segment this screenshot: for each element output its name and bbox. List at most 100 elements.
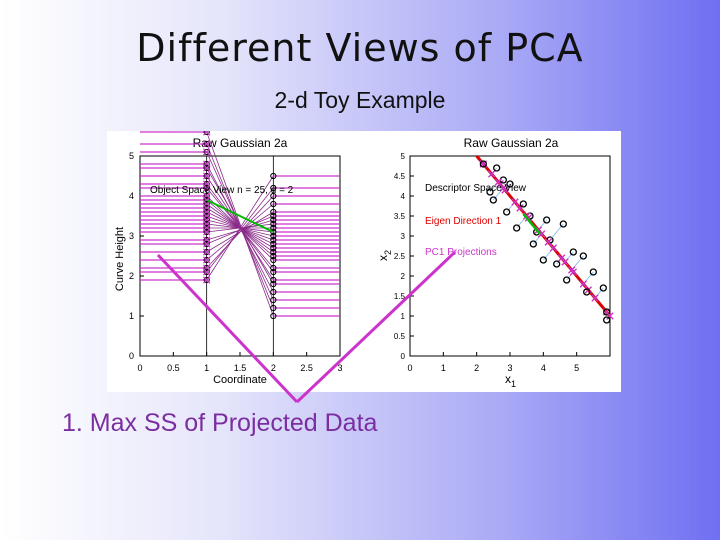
curve-point xyxy=(270,240,277,248)
data-point xyxy=(539,256,547,264)
left-x-tick-label: 0 xyxy=(137,363,142,373)
data-point xyxy=(506,180,514,188)
right-y-tick-label: 0 xyxy=(401,352,406,361)
slide-title: Different Views of PCA xyxy=(136,26,584,70)
curve-point xyxy=(203,172,210,180)
curve-point xyxy=(203,192,210,200)
data-point xyxy=(519,200,527,208)
pc1-projection-marker xyxy=(591,294,599,302)
pc1-projection-marker xyxy=(606,312,614,320)
data-point xyxy=(589,268,597,276)
right-x-tick-label: 4 xyxy=(541,363,546,373)
curve-point xyxy=(203,140,210,148)
data-point xyxy=(583,288,591,296)
data-point xyxy=(489,196,497,204)
descriptor-space-panel: Raw Gaussian 2a 0 1 2 3 4 5 0 0.5 1 1.5 2 2.5 3 3.5 4 4… xyxy=(376,136,614,389)
pc1-projection-marker xyxy=(494,178,503,186)
left-x-tick-label: 3 xyxy=(337,363,342,373)
right-x-tick-label: 0 xyxy=(407,363,412,373)
curve-point xyxy=(270,172,277,180)
pc1-projection-marker xyxy=(557,254,566,262)
left-y-tick-label: 0 xyxy=(129,351,134,361)
right-x-tick-label: 5 xyxy=(574,363,579,373)
curve-point xyxy=(270,228,277,236)
right-annotation-descriptor: Descriptor Space View xyxy=(425,183,527,194)
curve-point xyxy=(203,164,210,172)
curve-point xyxy=(203,228,210,236)
projection-marker xyxy=(203,148,211,156)
pc1-object-line xyxy=(206,199,274,233)
curve-point xyxy=(203,204,210,212)
curve-line xyxy=(206,195,274,269)
left-x-axis-label: Coordinate xyxy=(213,374,267,386)
projection-marker xyxy=(203,164,211,172)
right-x-tick-label: 2 xyxy=(474,363,479,373)
projection-marker xyxy=(203,184,211,192)
right-x-axis-label: x1 xyxy=(505,372,516,389)
curve-point xyxy=(203,212,210,220)
curve-point xyxy=(203,224,210,232)
curve-point xyxy=(203,240,210,248)
pc1-projection-marker xyxy=(516,204,524,212)
right-y-tick-label: 2.5 xyxy=(394,252,406,261)
data-point xyxy=(529,240,537,248)
curve-point xyxy=(270,236,277,244)
curve-point xyxy=(270,216,277,224)
curve-point xyxy=(203,216,210,224)
left-annotation: Object Space View n = 25, d = 2 xyxy=(150,185,294,196)
right-y-tick-label: 1 xyxy=(401,312,406,321)
right-x-tick-label: 3 xyxy=(507,363,512,373)
right-y-tick-label: 5 xyxy=(401,152,406,161)
curve-point xyxy=(203,180,210,188)
projection-marker xyxy=(203,172,211,180)
pc1-projection-marker xyxy=(501,186,509,194)
left-y-tick-label: 3 xyxy=(129,231,134,241)
pc1-projection-marker xyxy=(511,198,519,206)
data-point xyxy=(479,160,487,168)
left-y-tick-label: 2 xyxy=(129,271,134,281)
right-x-tick-label: 1 xyxy=(441,363,446,373)
bullet-max-ss: 1. Max SS of Projected Data xyxy=(62,409,378,437)
data-point xyxy=(579,252,587,260)
data-point xyxy=(513,224,521,232)
pca-figure: Raw Gaussian 2a 0 0.5 1 1.5 2 2.5 3 0 1 2 3 4 5 Obje… xyxy=(107,128,621,392)
right-annotation-eigen: Eigen Direction 1 xyxy=(425,216,502,227)
curve-point xyxy=(270,232,277,240)
curve-point xyxy=(270,192,277,200)
left-y-tick-label: 1 xyxy=(129,311,134,321)
left-x-tick-label: 0.5 xyxy=(167,363,180,373)
left-x-tick-label: 1.5 xyxy=(234,363,247,373)
curve-point xyxy=(203,220,210,228)
pc1-projection-marker xyxy=(569,268,578,276)
data-point xyxy=(559,220,567,228)
left-panel-title: Raw Gaussian 2a xyxy=(193,136,288,150)
data-point xyxy=(569,248,577,256)
projection-marker xyxy=(203,228,211,236)
pc1-projection-marker xyxy=(544,238,553,246)
curve-point xyxy=(270,244,277,252)
object-space-panel: Raw Gaussian 2a 0 0.5 1 1.5 2 2.5 3 0 1 2 3 4 5 Obje… xyxy=(114,128,343,386)
left-x-tick-label: 1 xyxy=(204,363,209,373)
right-y-tick-label: 1.5 xyxy=(394,292,406,301)
data-point xyxy=(493,164,501,172)
pc1-projection-marker xyxy=(487,170,496,178)
data-point xyxy=(503,208,511,216)
curve-point xyxy=(270,224,277,232)
left-y-axis-label: Curve Height xyxy=(114,227,126,291)
left-x-tick-label: 2.5 xyxy=(300,363,313,373)
right-y-tick-label: 3.5 xyxy=(394,212,406,221)
right-panel-title: Raw Gaussian 2a xyxy=(464,136,559,150)
curve-point xyxy=(203,208,210,216)
data-point xyxy=(543,216,551,224)
projection-marker xyxy=(203,240,211,248)
right-y-tick-label: 2 xyxy=(401,272,406,281)
left-y-tick-label: 4 xyxy=(129,191,134,201)
left-x-tick-label: 2 xyxy=(271,363,276,373)
pc1-center-segment xyxy=(522,213,541,235)
curve-point xyxy=(203,148,210,156)
curve-point xyxy=(203,160,210,168)
right-y-axis-label: x2 xyxy=(376,250,393,261)
data-point xyxy=(603,316,611,324)
data-point xyxy=(603,308,611,316)
projection-marker xyxy=(203,140,211,148)
